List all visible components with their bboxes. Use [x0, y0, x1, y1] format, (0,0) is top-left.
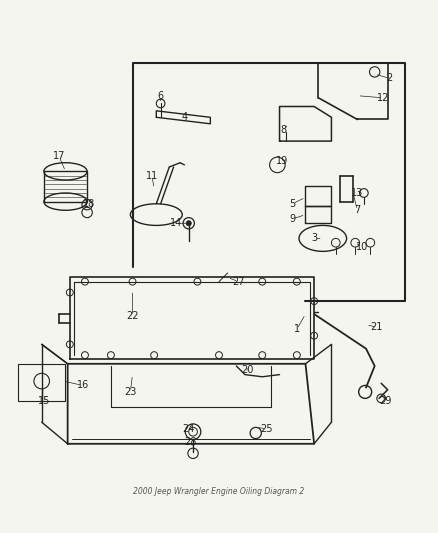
Text: 23: 23 [124, 387, 137, 397]
Text: 6: 6 [158, 91, 164, 101]
Text: 17: 17 [53, 151, 65, 161]
Text: 27: 27 [232, 277, 245, 287]
Text: 2: 2 [387, 74, 393, 83]
Text: 4: 4 [181, 112, 187, 122]
Text: 16: 16 [77, 381, 89, 390]
Text: 13: 13 [351, 188, 364, 198]
Text: 10: 10 [356, 242, 368, 252]
Text: 29: 29 [379, 395, 392, 406]
Text: 24: 24 [183, 424, 195, 434]
Bar [44, 172, 87, 201]
Text: 7: 7 [354, 205, 360, 215]
Circle shape [186, 221, 191, 226]
Text: 1: 1 [294, 324, 300, 334]
Text: 19: 19 [276, 156, 288, 166]
Text: 21: 21 [371, 322, 383, 332]
Text: 2000 Jeep Wrangler Engine Oiling Diagram 2: 2000 Jeep Wrangler Engine Oiling Diagram… [134, 487, 304, 496]
Text: 28: 28 [185, 437, 197, 447]
Text: 20: 20 [241, 365, 253, 375]
Text: 11: 11 [146, 171, 158, 181]
Text: 5: 5 [290, 199, 296, 209]
Text: 8: 8 [281, 125, 287, 135]
Text: 9: 9 [290, 214, 296, 224]
Text: 3: 3 [311, 233, 317, 244]
Text: 22: 22 [126, 311, 139, 321]
Text: 15: 15 [38, 395, 50, 406]
Text: 18: 18 [83, 199, 95, 209]
Text: 12: 12 [377, 93, 389, 103]
Text: 25: 25 [260, 424, 273, 434]
Text: 14: 14 [170, 218, 182, 228]
